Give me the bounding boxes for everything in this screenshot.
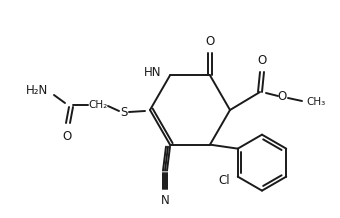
Text: O: O	[62, 130, 72, 143]
Text: O: O	[205, 35, 215, 48]
Text: H₂N: H₂N	[26, 85, 48, 97]
Text: N: N	[160, 194, 169, 207]
Text: S: S	[120, 107, 128, 119]
Text: O: O	[277, 90, 287, 104]
Text: O: O	[257, 54, 267, 67]
Text: CH₂: CH₂	[88, 100, 108, 110]
Text: Cl: Cl	[218, 174, 230, 187]
Text: HN: HN	[143, 66, 161, 79]
Text: CH₃: CH₃	[306, 97, 325, 107]
